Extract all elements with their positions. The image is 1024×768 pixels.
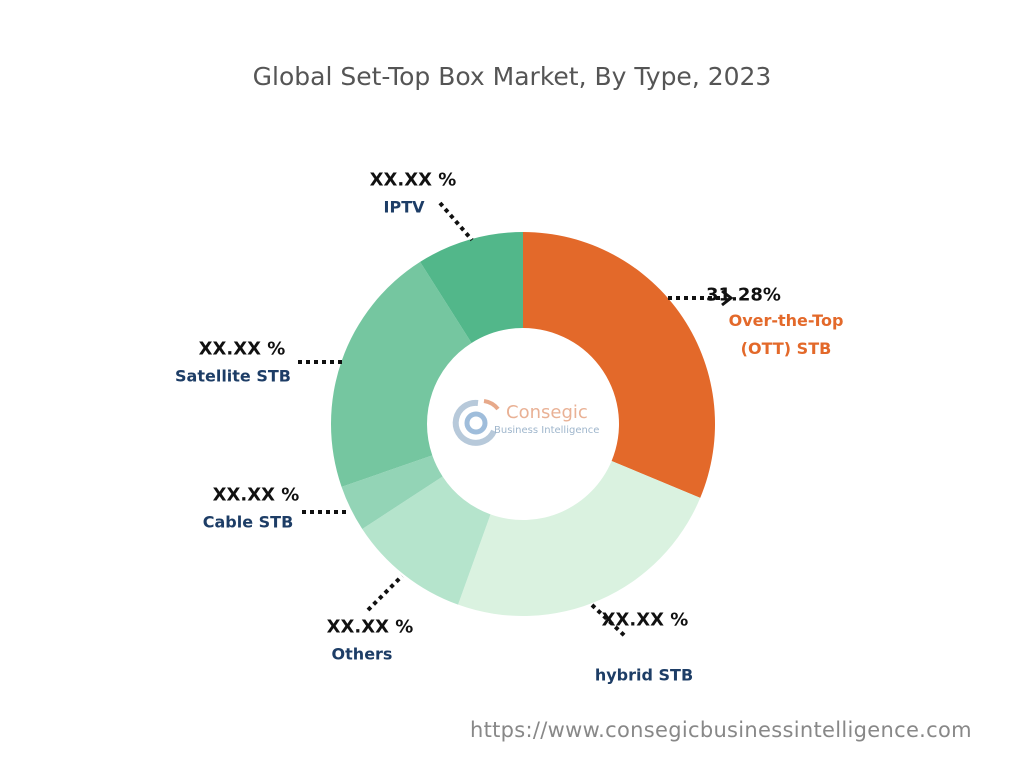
arrow-head-icon bbox=[721, 289, 734, 307]
category-label-line: Over-the-Top bbox=[728, 311, 844, 330]
consegic-logo-icon bbox=[448, 393, 504, 453]
leader-line-iptv bbox=[438, 201, 474, 242]
value-label-ott: 31.28% bbox=[706, 284, 781, 306]
source-url[interactable]: https://www.consegicbusinessintelligence… bbox=[470, 718, 972, 742]
watermark-sub: Business Intelligence bbox=[494, 425, 600, 436]
category-label-satellite: Satellite STB bbox=[175, 366, 291, 386]
slice-hybrid bbox=[458, 460, 701, 617]
slice-ott bbox=[523, 232, 715, 498]
slice-iptv bbox=[420, 232, 523, 343]
value-label-hybrid: XX.XX % bbox=[601, 609, 689, 631]
category-label-others: Others bbox=[331, 644, 393, 664]
category-label-hybrid: hybrid STB bbox=[594, 665, 694, 685]
watermark-brand: Consegic bbox=[506, 402, 588, 423]
value-label-satellite: XX.XX % bbox=[198, 338, 286, 360]
category-label-ott: Over-the-Top (OTT) STB bbox=[729, 307, 844, 363]
value-label-others: XX.XX % bbox=[326, 616, 414, 638]
value-label-cable: XX.XX % bbox=[212, 484, 300, 506]
category-label-cable: Cable STB bbox=[202, 512, 294, 532]
chart-title: Global Set-Top Box Market, By Type, 2023 bbox=[252, 62, 772, 91]
slice-cable bbox=[341, 455, 443, 529]
slice-others bbox=[362, 476, 491, 605]
slice-satellite bbox=[331, 261, 472, 487]
value-label-iptv: XX.XX % bbox=[369, 169, 457, 191]
category-label-line: (OTT) STB bbox=[740, 339, 832, 358]
leader-line-others bbox=[366, 574, 404, 612]
category-label-iptv: IPTV bbox=[383, 197, 425, 217]
